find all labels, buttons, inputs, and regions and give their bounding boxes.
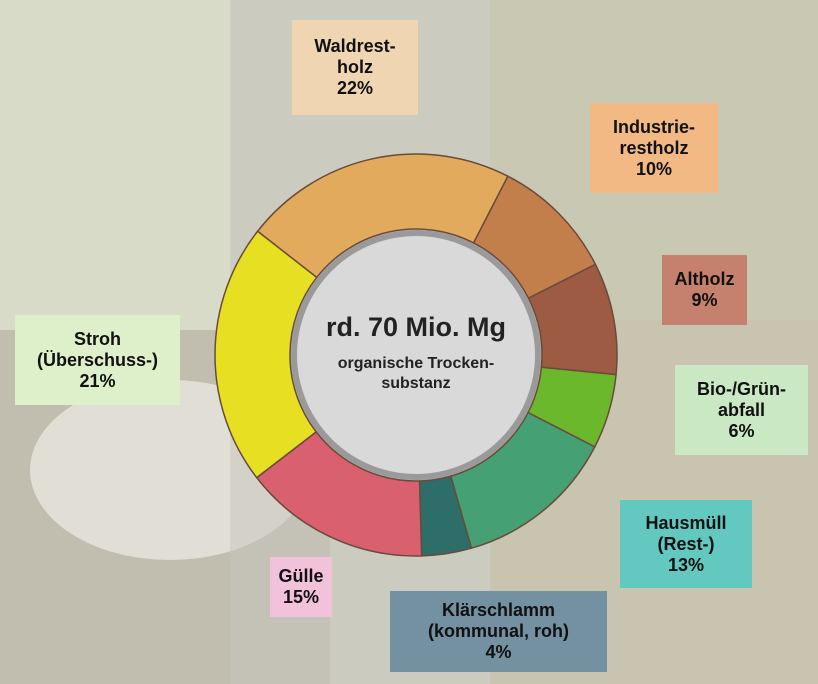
value-label: 22% (337, 78, 373, 99)
value-label: 6% (728, 421, 754, 442)
value-label: 9% (691, 290, 717, 311)
category-label: Industrie- restholz (613, 117, 695, 159)
label-box: Hausmüll (Rest-)13% (620, 500, 752, 588)
center-subtitle: organische Trocken- substanz (296, 354, 536, 394)
center-title: rd. 70 Mio. Mg (296, 312, 536, 343)
value-label: 10% (636, 159, 672, 180)
label-box: Klärschlamm (kommunal, roh)4% (390, 591, 607, 672)
label-box: Stroh (Überschuss-)21% (15, 315, 180, 405)
value-label: 4% (485, 642, 511, 663)
value-label: 21% (79, 371, 115, 392)
category-label: Altholz (675, 269, 735, 290)
category-label: Hausmüll (Rest-) (645, 513, 726, 555)
category-label: Gülle (278, 566, 323, 587)
value-label: 13% (668, 555, 704, 576)
category-label: Waldrest- holz (314, 36, 395, 78)
value-label: 15% (283, 587, 319, 608)
category-label: Stroh (Überschuss-) (37, 329, 158, 371)
category-label: Klärschlamm (kommunal, roh) (428, 600, 569, 642)
page: rd. 70 Mio. Mg organische Trocken- subst… (0, 0, 818, 684)
category-label: Bio-/Grün- abfall (697, 379, 786, 421)
